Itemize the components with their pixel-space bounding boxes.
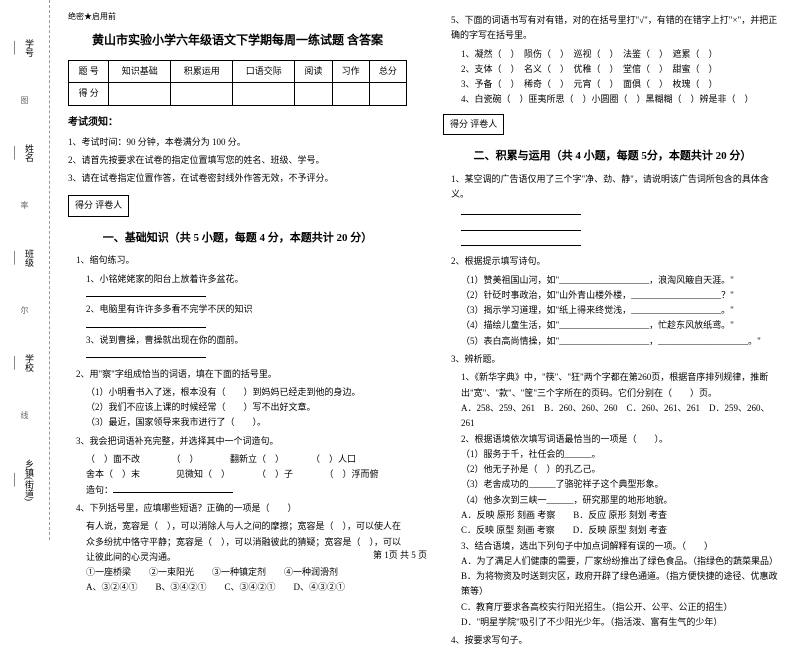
score-grader-box: 得分 评卷人	[68, 195, 129, 216]
s2q3-sub2-opts: A．反映 原形 刻画 考察 B．反应 原形 刻划 考查 C．反映 原型 刻画 考…	[461, 508, 782, 539]
s2q3-sub1-opts: A．258、259、261 B．260、260、260 C．260、261、26…	[461, 401, 782, 432]
q2-sub: （2）我们不应该上课的时候经常（ ）写不出好文章。	[86, 400, 407, 415]
answer-line[interactable]	[86, 318, 407, 333]
q5-line: 2、支体（ ） 名义（ ） 优稚（ ） 堂倌（ ） 甜蜜（ ）	[461, 62, 782, 77]
q3-line: 舍本（ ）末 见微知（ ） （ ）子 （ ）浮而俯	[86, 467, 407, 482]
q4-choices: A、③②④① B、③④②① C、③④②① D、④③②①	[86, 580, 407, 595]
td[interactable]	[332, 83, 369, 105]
q3-line[interactable]: 造句：	[86, 483, 407, 498]
notice-title: 考试须知：	[68, 114, 407, 131]
notice-item: 1、考试时间：90 分钟，本卷满分为 100 分。	[68, 135, 407, 150]
margin-label-xiangzhen: 乡镇(街道)___	[13, 459, 36, 501]
s2q2-sub: （1）赞美祖国山河，如"____________________，浪淘风簸自天涯…	[461, 273, 782, 288]
margin-label-xuehao: 学号___	[13, 39, 36, 57]
q5-line: 3、予备（ ） 稀奇（ ） 元宵（ ） 面俱（ ） 枚瑰（ ）	[461, 77, 782, 92]
s2q2-sub: （4）描绘儿童生活，如"____________________，忙趁东风放纸鸢…	[461, 318, 782, 333]
page-footer: 第 1页 共 5 页	[0, 548, 800, 561]
s2q3-sub2-line: （2）他无子孙是（ ）的孔乙己。	[461, 462, 782, 477]
q3-line: （ ）面不改 （ ） 翻新立（ ） （ ）人口	[86, 452, 407, 467]
q1-sub: 2、电脑里有许许多多看不完学不厌的知识	[86, 302, 407, 317]
td[interactable]	[171, 83, 233, 105]
left-column: 绝密★启用前 黄山市实验小学六年级语文下学期每周一练试题 含答案 题 号 知识基…	[50, 0, 425, 540]
answer-line[interactable]	[461, 236, 782, 251]
margin-label-xuexiao: 学校___	[13, 354, 36, 372]
answer-line[interactable]	[86, 287, 407, 302]
q2-sub: （3）最近，国家领导来我市进行了（ ）。	[86, 415, 407, 430]
s2q3-sub2-line: （1）服务于千，社任会的______。	[461, 447, 782, 462]
q5-line: 4、白瓷碗（ ）匪夷所思（ ）小圆圈（ ）黑糊糊（ ）辨是非（ ）	[461, 92, 782, 107]
s2q3-sub3-line: C．教育厅要求各高校实行阳光招生。（指公开、公平、公正的招生）	[461, 600, 782, 615]
dash-label-0: 图	[21, 95, 29, 106]
confidential-label: 绝密★启用前	[68, 10, 407, 24]
th: 习作	[332, 60, 369, 82]
q5-line: 1、凝然（ ） 陨伤（ ） 巡视（ ） 法鉴（ ） 遮累（ ）	[461, 47, 782, 62]
exam-title: 黄山市实验小学六年级语文下学期每周一练试题 含答案	[68, 30, 407, 50]
score-grader-box: 得分 评卷人	[443, 114, 504, 135]
dash-label-3: 线	[21, 410, 29, 421]
s2q3-sub2-line: （3）老舍成功的______了骆驼祥子这个典型形象。	[461, 477, 782, 492]
s2q3-sub3-line: D．"明星学院"吸引了不少阳光少年。（指活泼、富有生气的少年）	[461, 615, 782, 630]
s2q3-stem: 3、辨析题。	[451, 352, 782, 367]
td[interactable]	[109, 83, 171, 105]
s2q2-sub: （2）针砭时事政治，如"山外青山楼外楼，____________________…	[461, 288, 782, 303]
q1-sub: 1、小铭姥姥家的阳台上放着许多盆花。	[86, 272, 407, 287]
margin-label-xingming: 姓名___	[13, 144, 36, 162]
s2q2-stem: 2、根据提示填写诗句。	[451, 254, 782, 269]
th: 阅读	[295, 60, 332, 82]
s2q1: 1、某空调的广告语仅用了三个字"净、劲、静"，请说明该广告词所包含的具体含义。	[451, 172, 782, 203]
s2q3-sub3-line: B．为将物资及时送到灾区，政府开辟了绿色通道。（指方便快捷的途径、优惠政策等）	[461, 569, 782, 600]
q3-stem: 3、我会把词语补充完整，并选择其中一个词造句。	[76, 434, 407, 449]
s2q4: 4、按要求写句子。	[451, 633, 782, 648]
binding-margin: 学号___ 图 姓名___ 率 班级___ 尔 学校___ 线 乡镇(街道)__…	[0, 0, 50, 540]
score-table: 题 号 知识基础 积累运用 口语交际 阅读 习作 总分 得 分	[68, 60, 407, 106]
page-container: 学号___ 图 姓名___ 率 班级___ 尔 学校___ 线 乡镇(街道)__…	[0, 0, 800, 540]
td[interactable]	[233, 83, 295, 105]
q4-stem: 4、下列括号里，应填哪些短语？正确的一项是（ ）	[76, 501, 407, 516]
q5-stem: 5、下面的词语书写有对有错，对的在括号里打"√"，有错的在错字上打"×"，并把正…	[451, 13, 782, 44]
th: 总分	[369, 60, 406, 82]
s2q2-sub: （3）揭示学习道理，如"纸上得来终觉浅，____________________…	[461, 303, 782, 318]
s2q3-sub2-line: （4）他多次到三峡一______，研究那里的地形地貌。	[461, 493, 782, 508]
table-row: 得 分	[69, 83, 407, 105]
td: 得 分	[69, 83, 109, 105]
answer-line[interactable]	[86, 348, 407, 363]
th: 知识基础	[109, 60, 171, 82]
s2q3-sub1: 1、《新华字典》中，"筷"、"狂"两个字都在第260页，根据音序排列规律，推断出…	[461, 370, 782, 401]
s2q3-sub2: 2、根据语境依次填写词语最恰当的一项是（ ）。	[461, 432, 782, 447]
q1-sub: 3、说到曹操，曹操就出现在你的面前。	[86, 333, 407, 348]
notice-item: 3、请在试卷指定位置作答，在试卷密封线外作答无效，不予评分。	[68, 171, 407, 186]
notice-item: 2、请首先按要求在试卷的指定位置填写您的姓名、班级、学号。	[68, 153, 407, 168]
td[interactable]	[369, 83, 406, 105]
right-column: 5、下面的词语书写有对有错，对的在括号里打"√"，有错的在错字上打"×"，并把正…	[425, 0, 800, 540]
section1-title: 一、基础知识（共 5 小题，每题 4 分，本题共计 20 分）	[68, 229, 407, 248]
answer-line[interactable]	[461, 205, 782, 220]
margin-label-banji: 班级___	[13, 249, 36, 267]
q1-stem: 1、缩句练习。	[76, 253, 407, 268]
dash-label-1: 率	[21, 200, 29, 211]
th: 题 号	[69, 60, 109, 82]
dash-label-2: 尔	[21, 305, 29, 316]
th: 积累运用	[171, 60, 233, 82]
q2-sub: （1）小明看书入了迷，根本没有（ ）到妈妈已经走到他的身边。	[86, 385, 407, 400]
section2-title: 二、积累与运用（共 4 小题，每题 5分，本题共计 20 分）	[443, 147, 782, 166]
td[interactable]	[295, 83, 332, 105]
table-row: 题 号 知识基础 积累运用 口语交际 阅读 习作 总分	[69, 60, 407, 82]
answer-line[interactable]	[461, 221, 782, 236]
th: 口语交际	[233, 60, 295, 82]
q2-stem: 2、用"察"字组成恰当的词语，填在下面的括号里。	[76, 367, 407, 382]
s2q2-sub: （5）表白高尚情操，如"____________________，_______…	[461, 334, 782, 349]
q4-opts: ①一座桥梁 ②一束阳光 ③一种镇定剂 ④一种润滑剂	[86, 565, 407, 580]
